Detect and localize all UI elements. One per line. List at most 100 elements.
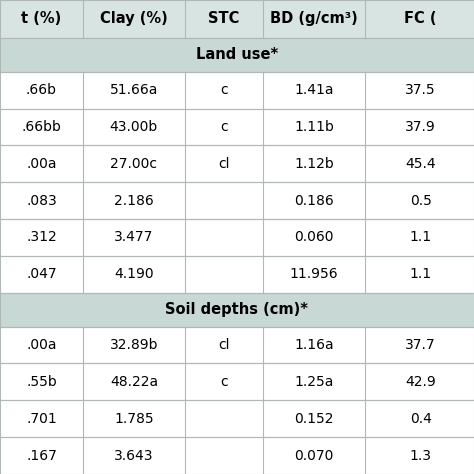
Bar [365,0,474,38]
Text: cl: cl [218,338,230,352]
Bar [0,293,474,327]
Text: 11.956: 11.956 [290,267,338,282]
Text: 1.785: 1.785 [114,412,154,426]
Bar [185,146,263,182]
Text: 45.4: 45.4 [405,157,436,171]
Bar [185,401,263,437]
Text: 4.190: 4.190 [114,267,154,282]
Bar [365,437,474,474]
Text: t (%): t (%) [21,11,62,27]
Bar [83,327,185,364]
Bar [263,109,365,146]
Bar [0,182,83,219]
Bar [365,72,474,109]
Bar [83,364,185,401]
Text: 37.9: 37.9 [405,120,436,134]
Text: 43.00b: 43.00b [110,120,158,134]
Text: 37.7: 37.7 [405,338,436,352]
Text: .312: .312 [26,230,57,245]
Bar [365,401,474,437]
Bar [263,364,365,401]
Bar [365,256,474,293]
Text: cl: cl [218,157,230,171]
Bar [263,72,365,109]
Text: 0.186: 0.186 [294,194,334,208]
Text: .00a: .00a [26,157,57,171]
Text: 3.643: 3.643 [114,448,154,463]
Bar [185,219,263,256]
Text: 42.9: 42.9 [405,375,436,389]
Text: 1.41a: 1.41a [294,83,334,97]
Bar [83,219,185,256]
Text: .047: .047 [26,267,57,282]
Text: FC (: FC ( [404,11,437,27]
Text: STC: STC [208,11,240,27]
Bar [263,401,365,437]
Bar [365,219,474,256]
Text: .55b: .55b [26,375,57,389]
Bar [0,401,83,437]
Bar [263,182,365,219]
Bar [263,146,365,182]
Bar [0,256,83,293]
Text: 27.00c: 27.00c [110,157,157,171]
Bar [185,437,263,474]
Text: .66bb: .66bb [21,120,62,134]
Text: 0.5: 0.5 [410,194,432,208]
Text: Land use*: Land use* [196,47,278,62]
Bar [0,327,83,364]
Bar [83,401,185,437]
Text: 1.25a: 1.25a [294,375,334,389]
Bar [0,38,474,72]
Bar [365,109,474,146]
Bar [0,72,83,109]
Bar [185,327,263,364]
Text: 37.5: 37.5 [405,83,436,97]
Text: 1.16a: 1.16a [294,338,334,352]
Text: .167: .167 [26,448,57,463]
Bar [83,109,185,146]
Bar [0,219,83,256]
Bar [263,437,365,474]
Bar [83,146,185,182]
Text: 0.070: 0.070 [294,448,334,463]
Text: 1.3: 1.3 [410,448,432,463]
Bar [0,146,83,182]
Bar [365,364,474,401]
Bar [0,109,83,146]
Text: 1.11b: 1.11b [294,120,334,134]
Bar [185,182,263,219]
Text: c: c [220,375,228,389]
Text: 1.12b: 1.12b [294,157,334,171]
Bar [365,146,474,182]
Bar [0,437,83,474]
Text: Soil depths (cm)*: Soil depths (cm)* [165,302,309,317]
Text: BD (g/cm³): BD (g/cm³) [270,11,358,27]
Text: 2.186: 2.186 [114,194,154,208]
Text: 0.152: 0.152 [294,412,334,426]
Text: .66b: .66b [26,83,57,97]
Bar [185,109,263,146]
Bar [263,219,365,256]
Bar [365,182,474,219]
Text: .00a: .00a [26,338,57,352]
Bar [263,256,365,293]
Text: 48.22a: 48.22a [110,375,158,389]
Text: 51.66a: 51.66a [109,83,158,97]
Bar [185,256,263,293]
Text: .701: .701 [26,412,57,426]
Text: 3.477: 3.477 [114,230,154,245]
Bar [83,0,185,38]
Text: 1.1: 1.1 [410,267,432,282]
Text: Clay (%): Clay (%) [100,11,168,27]
Bar [83,182,185,219]
Text: c: c [220,83,228,97]
Bar [185,72,263,109]
Bar [0,0,83,38]
Bar [83,437,185,474]
Bar [0,364,83,401]
Bar [263,0,365,38]
Text: .083: .083 [26,194,57,208]
Text: 0.060: 0.060 [294,230,334,245]
Bar [365,327,474,364]
